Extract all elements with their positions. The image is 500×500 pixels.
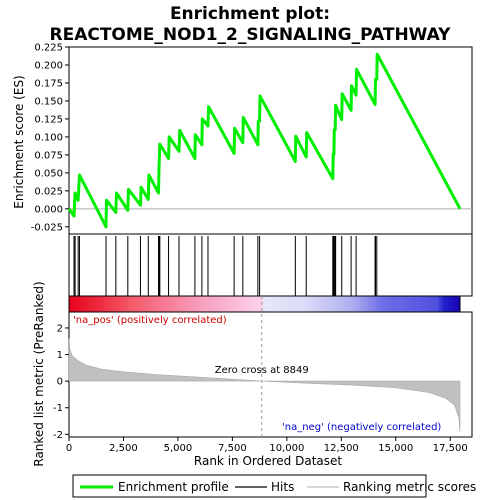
x-tick-label: 15,000 [378, 443, 413, 454]
es-y-tick-label: 0.150 [34, 96, 63, 107]
zero-cross-label: Zero cross at 8849 [215, 365, 309, 376]
x-tick-label: 2,500 [109, 443, 138, 454]
legend: Enrichment profile Hits Ranking metric s… [72, 474, 476, 498]
x-ticks: 0 2,500 5,000 7,500 10,000 12,500 15,000 17,500 [66, 437, 468, 454]
metric-y-tick-label: -2 [53, 430, 63, 441]
es-panel: 0.225 0.200 0.175 0.150 0.125 0.100 0.075 0.050… [12, 43, 473, 235]
pos-correlated-label: 'na_pos' (positively correlated) [73, 315, 227, 326]
metric-y-axis-label: Ranked list metric (PreRanked) [32, 281, 46, 466]
hits-panel [68, 233, 473, 297]
legend-profile-label: Enrichment profile [118, 480, 229, 494]
es-y-tick-label: 0.225 [34, 43, 63, 54]
x-tick-label: 7,500 [218, 443, 247, 454]
hits-panel-frame [68, 233, 473, 297]
es-y-tick-label: 0.050 [34, 168, 63, 179]
es-y-tick-label: 0.000 [34, 204, 63, 215]
metric-y-ticks: 2 1 0 -1 -2 [53, 323, 69, 441]
x-tick-label: 5,000 [164, 443, 193, 454]
metric-y-tick-label: -1 [53, 403, 63, 414]
color-band-rect [68, 295, 461, 313]
x-tick-label: 10,000 [269, 443, 304, 454]
rank-color-band [68, 295, 461, 313]
metric-y-tick-label: 1 [57, 350, 63, 361]
metric-panel: 2 1 0 -1 -2 0 2,500 5,000 7,500 10,000 12,500 15,0… [32, 281, 473, 468]
chart-title-line2: REACTOME_NOD1_2_SIGNALING_PATHWAY [50, 25, 452, 45]
x-tick-label: 0 [66, 443, 72, 454]
es-y-tick-label: 0.075 [34, 150, 63, 161]
x-axis-label: Rank in Ordered Dataset [194, 454, 342, 468]
legend-hits-label: Hits [271, 480, 294, 494]
es-y-axis-label: Enrichment score (ES) [12, 75, 26, 208]
metric-y-tick-label: 0 [57, 377, 63, 388]
enrichment-profile-series [67, 52, 462, 229]
es-y-tick-label: -0.025 [31, 222, 63, 233]
es-y-ticks: 0.225 0.200 0.175 0.150 0.125 0.100 0.075 0.050… [31, 43, 69, 233]
x-tick-label: 17,500 [433, 443, 468, 454]
es-y-tick-label: 0.175 [34, 78, 63, 89]
legend-frame [72, 474, 427, 498]
es-y-tick-label: 0.125 [34, 114, 63, 125]
x-tick-label: 12,500 [324, 443, 359, 454]
chart-title-line1: Enrichment plot: [170, 4, 330, 24]
es-y-tick-label: 0.200 [34, 60, 63, 71]
legend-metric-label: Ranking metric scores [343, 480, 476, 494]
metric-y-tick-label: 2 [57, 323, 63, 334]
es-y-tick-label: 0.100 [34, 132, 63, 143]
es-y-tick-label: 0.025 [34, 186, 63, 197]
enrichment-profile-line [67, 52, 462, 229]
neg-correlated-label: 'na_neg' (negatively correlated) [282, 422, 441, 433]
hit-lines [73, 236, 378, 296]
es-panel-frame [68, 46, 473, 235]
